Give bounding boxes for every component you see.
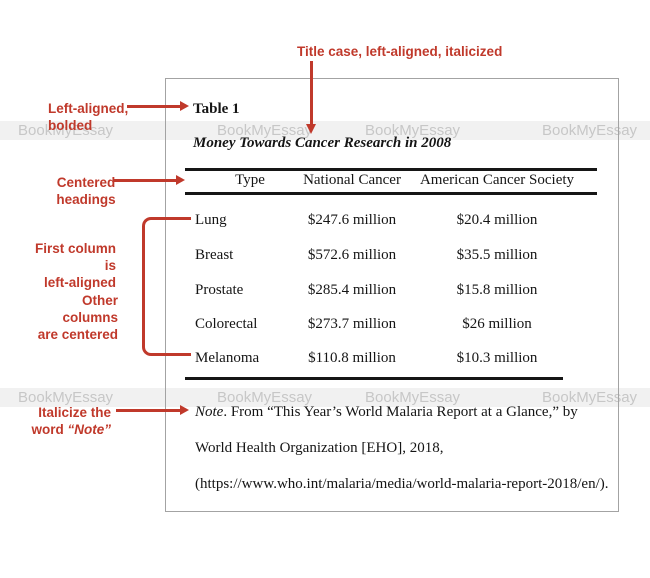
down-arrow-line xyxy=(310,61,313,124)
table-cell: $247.6 million xyxy=(307,212,397,228)
table-cell: Lung xyxy=(195,212,227,228)
table-cell: $572.6 million xyxy=(307,247,397,263)
down-arrow-head-icon xyxy=(306,124,316,134)
table-cell: $273.7 million xyxy=(307,316,397,332)
right-arrow-line xyxy=(113,179,176,182)
annotation-line: word “Note” xyxy=(31,422,112,437)
table-header-rule xyxy=(185,192,597,195)
watermark-text: BookMyEssay xyxy=(217,389,313,406)
document-frame xyxy=(165,78,619,512)
watermark-text: BookMyEssay xyxy=(365,389,461,406)
column-header-national-cancer: National Cancer xyxy=(303,172,401,188)
right-arrow-head-icon xyxy=(180,101,189,111)
table-note-line-2: World Health Organization [EHO], 2018, xyxy=(195,440,444,456)
annotation-line: are centered xyxy=(37,327,118,342)
right-arrow-head-icon xyxy=(176,175,185,185)
annotation-title-case: Title case, left-aligned, italicized xyxy=(297,44,503,59)
table-cell: $20.4 million xyxy=(456,212,538,228)
annotation-centered-headings: Centered headings xyxy=(40,174,132,208)
watermark-text: BookMyEssay xyxy=(365,122,461,139)
table-title: Money Towards Cancer Research in 2008 xyxy=(193,135,452,151)
watermark-band-top: BookMyEssay BookMyEssay BookMyEssay Book… xyxy=(0,121,650,140)
note-line1-rest: . From “This Year’s World Malaria Report… xyxy=(223,404,578,420)
watermark-text: BookMyEssay xyxy=(18,389,114,406)
watermark-text: BookMyEssay xyxy=(542,389,638,406)
table-cell: Prostate xyxy=(195,282,244,298)
table-cell: $10.3 million xyxy=(456,350,538,366)
table-cell: $35.5 million xyxy=(456,247,538,263)
watermark-text: BookMyEssay xyxy=(18,122,114,139)
annotation-line: Left-aligned, xyxy=(48,101,129,116)
column-header-american-cancer-society: American Cancer Society xyxy=(419,172,575,188)
right-arrow-line xyxy=(116,409,180,412)
table-cell: Breast xyxy=(195,247,234,263)
table-number-label: Table 1 xyxy=(193,101,240,117)
annotation-line: First column is xyxy=(34,241,116,273)
annotation-line: bolded xyxy=(48,118,93,133)
table-cell: $15.8 million xyxy=(456,282,538,298)
annotation-left-aligned-bolded: Left-aligned, bolded xyxy=(48,100,128,134)
annotation-line: Italicize the xyxy=(38,405,111,420)
table-cell: Colorectal xyxy=(195,316,258,332)
table-note-line-3: (https://www.who.int/malaria/media/world… xyxy=(195,476,609,492)
table-cell: $26 million xyxy=(462,316,532,332)
table-top-rule xyxy=(185,168,597,171)
table-note-line-1: Note. From “This Year’s World Malaria Re… xyxy=(195,404,578,421)
note-italic-word: Note xyxy=(195,404,224,420)
watermark-text: BookMyEssay xyxy=(542,122,638,139)
quoted-note-word: “Note” xyxy=(67,422,112,437)
table-cell: $110.8 million xyxy=(308,350,396,366)
row-span-bracket xyxy=(142,217,191,356)
annotation-line: left-aligned xyxy=(43,275,116,290)
annotation-line: headings xyxy=(56,192,116,207)
annotation-first-column: First column is left-aligned xyxy=(23,240,116,291)
table-cell: Melanoma xyxy=(195,350,260,366)
annotation-line: Other columns xyxy=(62,293,118,325)
annotation-line: Centered xyxy=(56,175,116,190)
table-bottom-rule xyxy=(185,377,563,380)
watermark-band-bottom: BookMyEssay BookMyEssay BookMyEssay Book… xyxy=(0,388,650,407)
table-cell: $285.4 million xyxy=(307,282,397,298)
annotation-other-columns: Other columns are centered xyxy=(23,292,118,343)
column-header-type: Type xyxy=(235,172,265,188)
right-arrow-line xyxy=(127,105,180,108)
annotation-italicize-note: Italicize the word “Note” xyxy=(20,404,112,438)
right-arrow-head-icon xyxy=(180,405,189,415)
watermark-text: BookMyEssay xyxy=(217,122,313,139)
